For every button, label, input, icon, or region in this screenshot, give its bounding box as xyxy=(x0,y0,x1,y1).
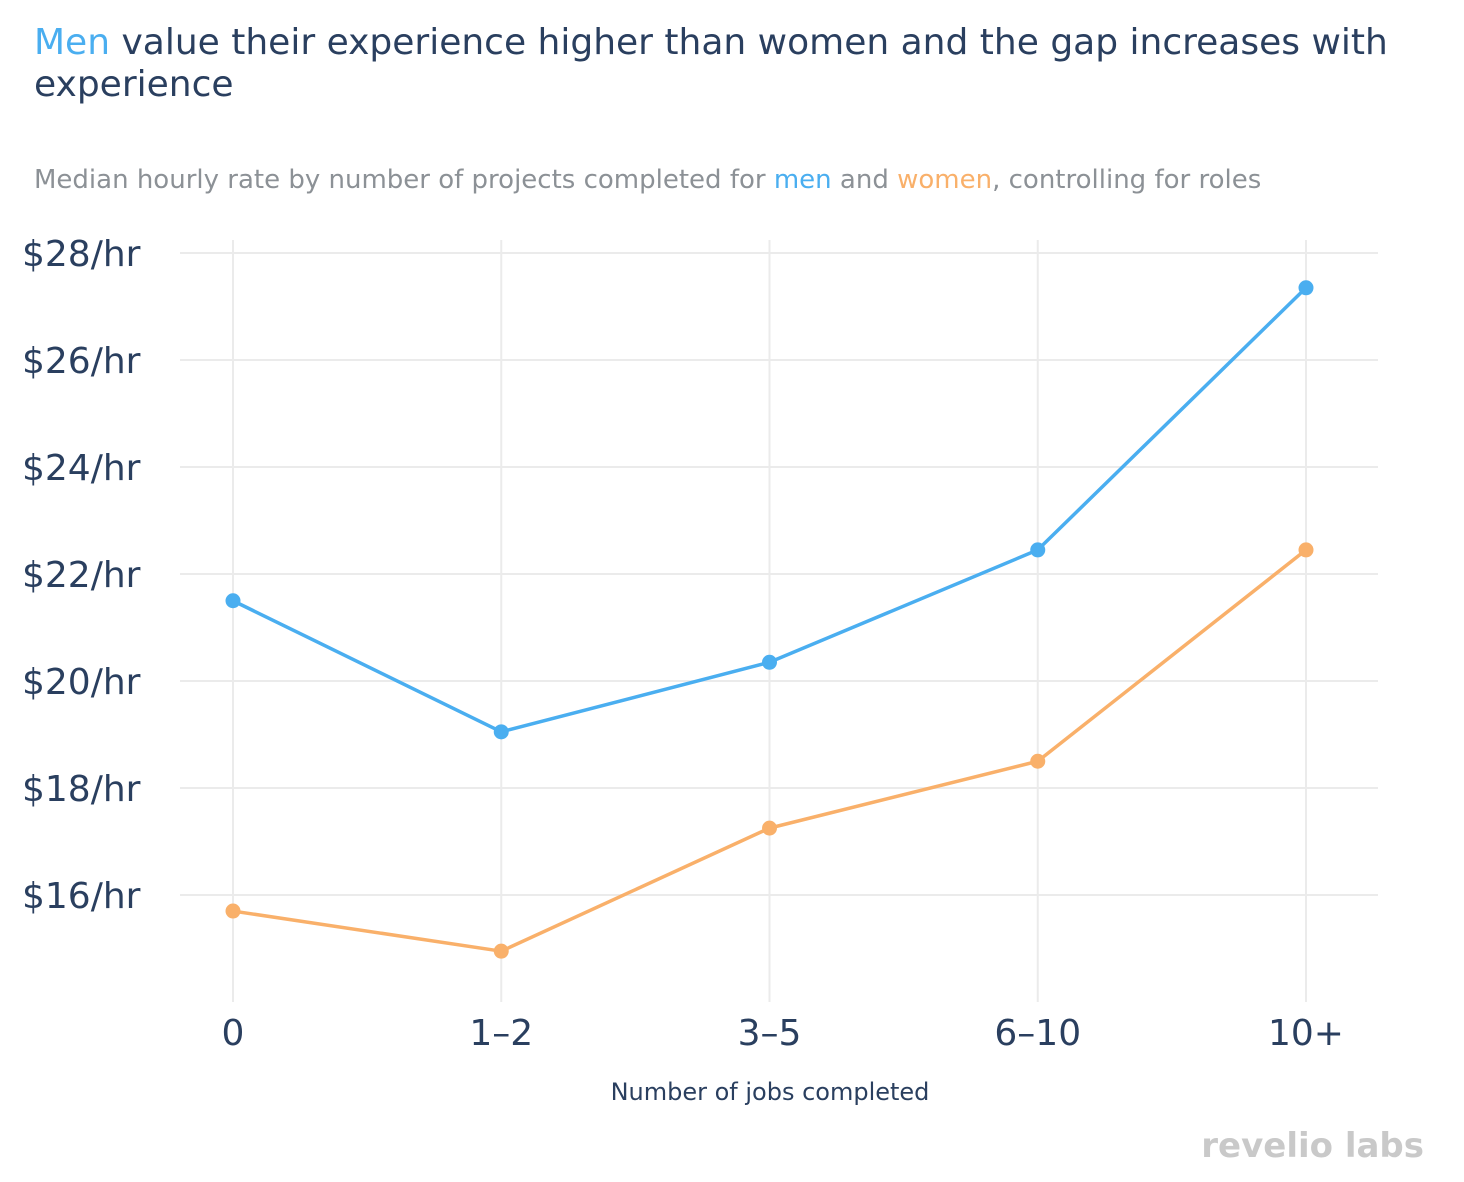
data-point-women xyxy=(225,903,241,919)
x-axis-label: Number of jobs completed xyxy=(611,1078,930,1106)
y-tick-label: $24/hr xyxy=(22,448,141,489)
brand-logo: revelio labs xyxy=(1201,1126,1424,1166)
y-tick-label: $18/hr xyxy=(22,769,141,810)
plot-area xyxy=(225,280,1314,959)
title-rest: value their experience higher than women… xyxy=(34,22,1388,105)
x-tick-label: 1–2 xyxy=(469,1013,533,1054)
subtitle-men: men xyxy=(773,165,832,195)
y-tick-label: $16/hr xyxy=(22,876,141,917)
subtitle-mid: and xyxy=(831,165,898,195)
data-point-women xyxy=(1298,542,1314,558)
y-axis: $16/hr $18/hr $20/hr $22/hr $24/hr $26/hr $28/… xyxy=(22,234,141,917)
subtitle-pre: Median hourly rate by number of projects… xyxy=(34,165,774,195)
data-point-women xyxy=(493,943,509,959)
x-tick-label: 3–5 xyxy=(738,1013,802,1054)
x-tick-label: 0 xyxy=(222,1013,245,1054)
title-highlight: Men xyxy=(34,22,111,63)
subtitle-post: , controlling for roles xyxy=(992,165,1262,195)
y-tick-label: $26/hr xyxy=(22,341,141,382)
data-point-women xyxy=(762,820,777,836)
data-point-men xyxy=(225,593,241,609)
y-tick-label: $20/hr xyxy=(22,662,141,703)
chart-title: Men value their experience higher than w… xyxy=(34,22,1454,106)
y-tick-label: $22/hr xyxy=(22,555,141,596)
x-axis: 0 1–2 3–5 6–10 10+ xyxy=(222,1013,1344,1054)
data-point-men xyxy=(1298,280,1314,296)
data-point-men xyxy=(1030,542,1046,558)
y-tick-label: $28/hr xyxy=(22,234,141,275)
x-tick-label: 6–10 xyxy=(994,1013,1081,1054)
data-point-women xyxy=(1030,753,1046,769)
data-point-men xyxy=(493,724,509,740)
gridlines xyxy=(180,240,1378,1002)
chart-subtitle: Median hourly rate by number of projects… xyxy=(34,164,1464,196)
data-point-men xyxy=(762,654,777,670)
x-tick-label: 10+ xyxy=(1268,1013,1344,1054)
subtitle-women: women xyxy=(897,165,993,195)
